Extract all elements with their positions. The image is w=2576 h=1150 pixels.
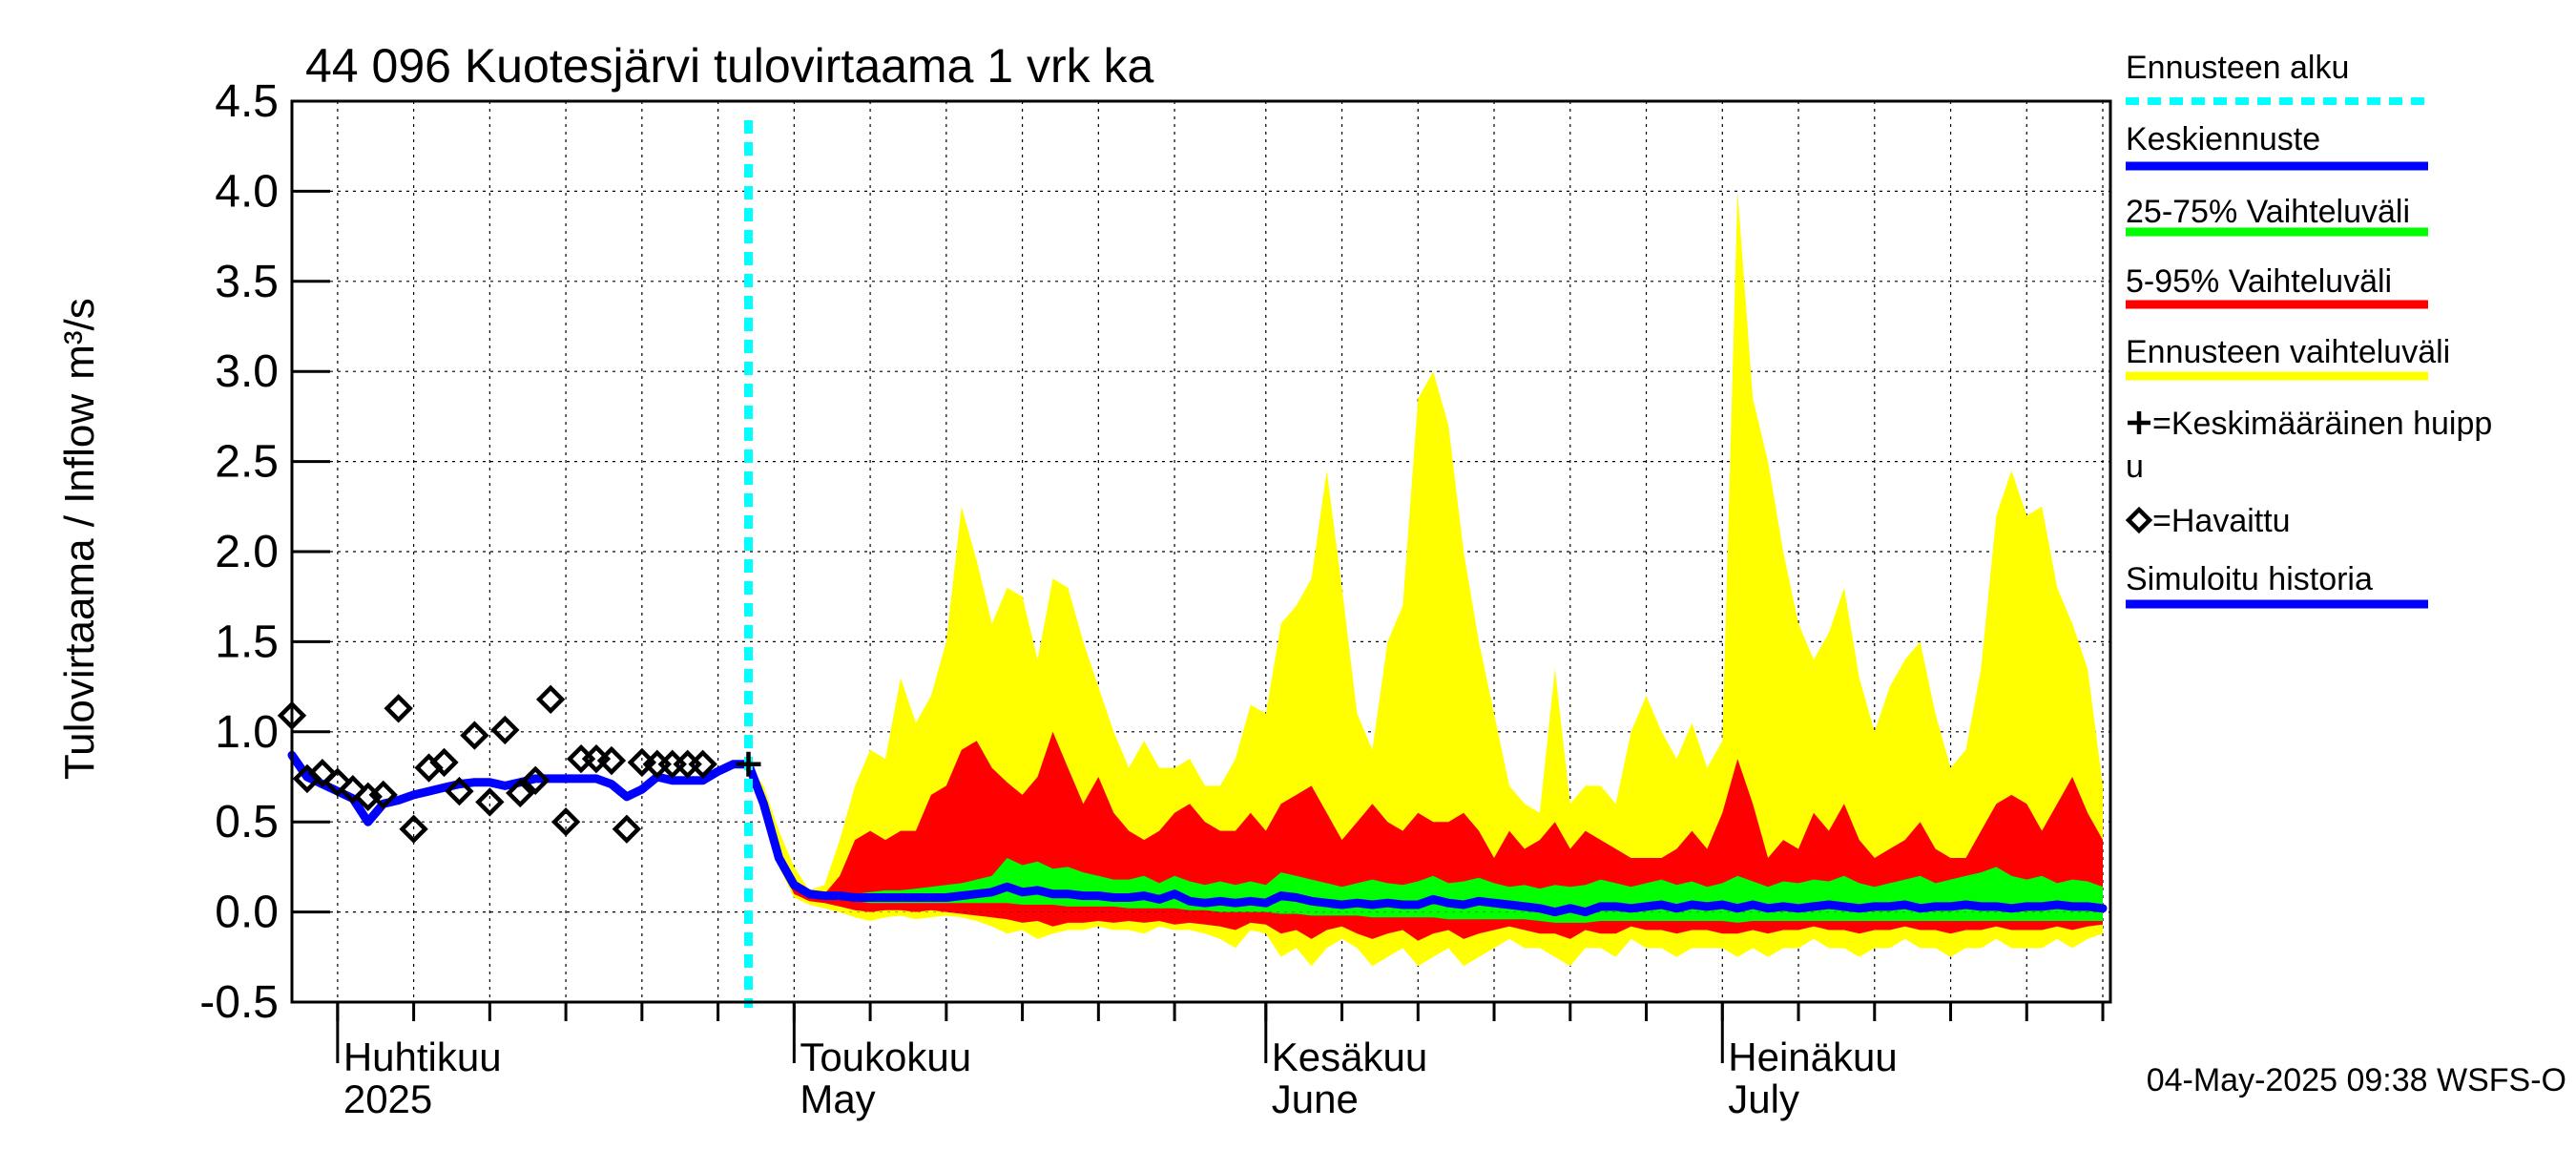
observed-point [307,759,338,788]
x-month-sublabel: 2025 [343,1077,432,1121]
band-full-range [748,191,2103,967]
y-tick-label: 2.0 [215,527,279,577]
band-25-75 [748,763,2103,923]
observed-point [521,765,551,795]
mean-peak-marker [736,751,761,777]
observed-point [384,694,413,723]
y-axis-unit: m³/s [56,298,103,380]
legend-label-forecast-start: Ennusteen alku [2126,50,2349,86]
mean-forecast-line [744,760,2108,917]
y-tick-label: 3.0 [215,346,279,397]
legend: Ennusteen alku Keskiennuste 25-75% Vaihtel… [2125,50,2492,609]
observed-point [445,776,474,806]
axis-layer: -0.5 0.0 0.5 1.0 1.5 2.0 2.5 3.0 3.5 4.0 4.5 Huhtik… [199,76,2112,1121]
legend-symbol-observed [2125,506,2153,534]
observed-point [596,745,627,776]
y-tick-label: 3.5 [215,257,279,307]
plot-layer [277,100,2110,1008]
observed-point [475,787,505,817]
y-axis-label-group: Tulovirtaama / Inflow m³/s [56,298,103,780]
observed-point [535,684,566,714]
observed-point [490,715,520,745]
y-tick-label: 1.5 [215,617,279,667]
x-month-label: Huhtikuu [343,1035,502,1079]
legend-label-simulated: Simuloitu historia [2126,561,2373,597]
observed-point [551,807,581,837]
y-tick-label: 4.5 [215,76,279,127]
chart-title: 44 096 Kuotesjärvi tulovirtaama 1 vrk ka [305,39,1154,93]
observed-point [688,749,717,779]
legend-label-band-25-75: 25-75% Vaihteluväli [2126,194,2410,230]
y-axis-label: Tulovirtaama / Inflow [56,394,103,781]
observed-point [612,814,642,844]
observed-point [460,721,489,750]
y-tick-label: 0.5 [215,797,279,847]
observed-point [322,767,353,797]
y-tick-label: 1.0 [215,707,279,758]
x-month-sublabel: June [1272,1077,1359,1121]
observed-point [429,747,459,778]
observed-point [506,778,535,808]
x-month-label: Toukokuu [800,1035,971,1079]
x-month-label: Kesäkuu [1272,1035,1427,1079]
legend-label-band-5-95: 5-95% Vaihteluväli [2126,263,2392,300]
y-tick-label: 4.0 [215,166,279,217]
observed-point [368,780,398,810]
observed-point [338,775,367,805]
legend-symbol-mean-peak [2128,411,2150,434]
x-month-sublabel: July [1728,1077,1799,1121]
legend-label-mean-peak-cont: u [2126,449,2144,485]
legend-label-mean-forecast: Keskiennuste [2126,121,2320,157]
legend-label-observed: =Havaittu [2152,503,2291,539]
x-month-label: Heinäkuu [1728,1035,1897,1079]
observed-point [399,814,428,844]
y-tick-label: 2.5 [215,437,279,488]
footer-timestamp: 04-May-2025 09:38 WSFS-O [2147,1062,2566,1098]
y-tick-label: 0.0 [215,888,279,938]
x-month-sublabel: May [800,1077,875,1121]
legend-label-band-full: Ennusteen vaihteluväli [2126,334,2450,370]
y-tick-label: -0.5 [199,977,279,1028]
legend-label-mean-peak: =Keskimääräinen huipp [2152,406,2492,442]
